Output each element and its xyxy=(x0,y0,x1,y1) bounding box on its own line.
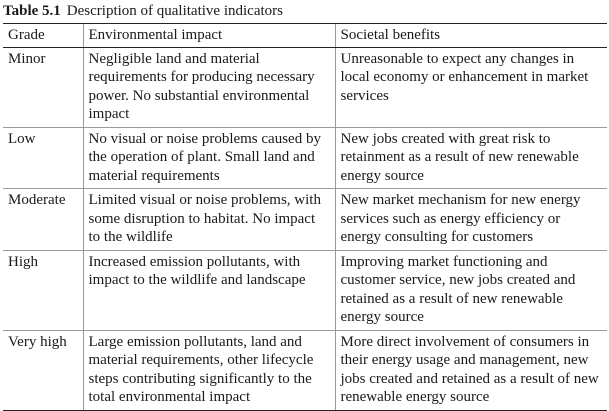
table-row: Low No visual or noise problems caused b… xyxy=(3,127,607,189)
societal-benefits-cell: New jobs created with great risk to reta… xyxy=(334,127,607,189)
grade-cell: Very high xyxy=(3,330,83,411)
grade-cell: High xyxy=(3,250,83,331)
header-societal-benefits: Societal benefits xyxy=(334,23,607,48)
table-row: Very high Large emission pollutants, lan… xyxy=(3,330,607,411)
table-title: Description of qualitative indicators xyxy=(66,3,283,19)
grade-cell: Low xyxy=(3,127,83,189)
environmental-impact-cell: No visual or noise problems caused by th… xyxy=(82,127,335,189)
environmental-impact-cell: Negligible land and material requirement… xyxy=(82,47,335,128)
table-header-row: Grade Environmental impact Societal bene… xyxy=(3,23,607,48)
table-row: High Increased emission pollutants, with… xyxy=(3,250,607,331)
grade-cell: Minor xyxy=(3,47,83,128)
table-row: Minor Negligible land and material requi… xyxy=(3,47,607,128)
environmental-impact-cell: Increased emission pollutants, with impa… xyxy=(82,250,335,331)
societal-benefits-cell: Improving market functioning and custome… xyxy=(334,250,607,331)
table-number: Table 5.1 xyxy=(3,3,61,19)
societal-benefits-cell: New market mechanism for new energy serv… xyxy=(334,188,607,251)
societal-benefits-cell: More direct involvement of consumers in … xyxy=(334,330,607,411)
header-grade: Grade xyxy=(3,23,83,48)
societal-benefits-cell: Unreasonable to expect any changes in lo… xyxy=(334,47,607,128)
table-caption: Table 5.1 Description of qualitative indi… xyxy=(3,2,609,22)
environmental-impact-cell: Large emission pollutants, land and mate… xyxy=(82,330,335,411)
qualitative-indicators-table: Grade Environmental impact Societal bene… xyxy=(3,23,607,411)
grade-cell: Moderate xyxy=(3,188,83,251)
environmental-impact-cell: Limited visual or noise problems, with s… xyxy=(82,188,335,251)
table-row: Moderate Limited visual or noise problem… xyxy=(3,188,607,251)
header-environmental-impact: Environmental impact xyxy=(82,23,335,48)
